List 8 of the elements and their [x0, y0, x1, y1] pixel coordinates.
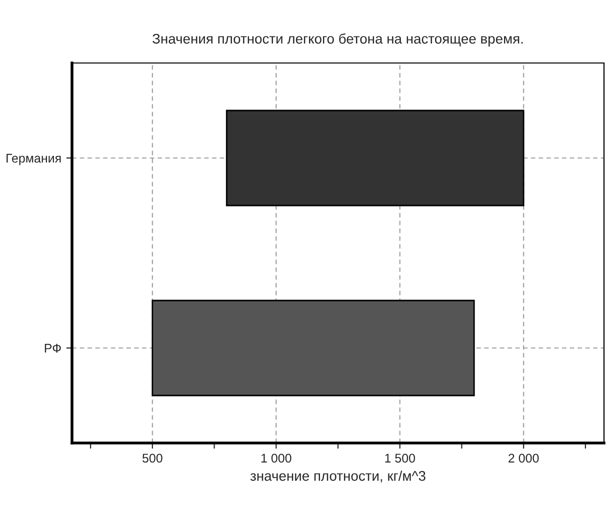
x-tick-label: 1 000	[261, 454, 292, 463]
chart-title: Значения плотности легкого бетона на настоящее время.	[152, 33, 523, 46]
x-tick-label: 1 500	[385, 454, 416, 463]
x-tick-label: 500	[142, 454, 162, 463]
x-tick-label: 2 000	[508, 454, 539, 463]
y-tick-label: Германия	[6, 154, 61, 166]
x-axis-title: значение плотности, кг/м^3	[250, 470, 426, 482]
y-tick-label: РФ	[44, 344, 61, 353]
